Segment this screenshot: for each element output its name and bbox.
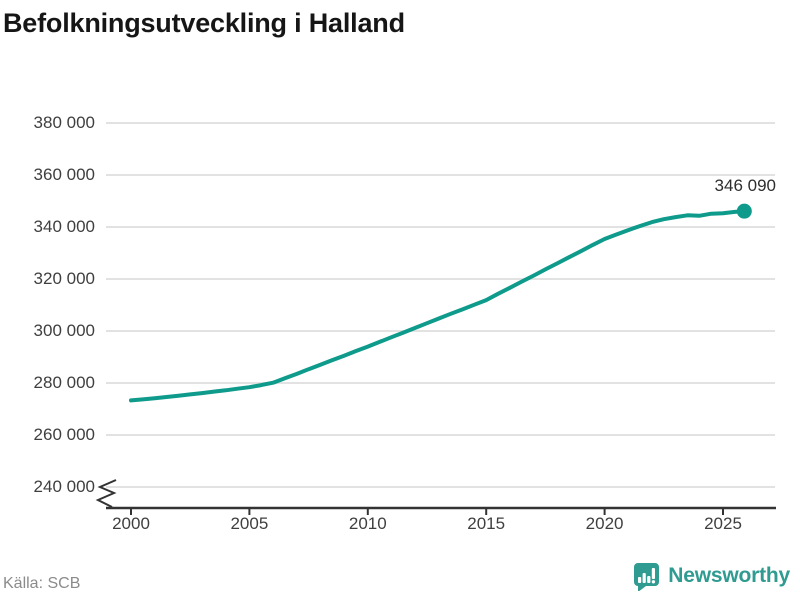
y-tick-label: 380 000	[33, 113, 95, 132]
y-tick-label: 320 000	[33, 269, 95, 288]
y-tick-label: 280 000	[33, 373, 95, 392]
y-tick-label: 300 000	[33, 321, 95, 340]
y-tick-label: 260 000	[33, 425, 95, 444]
bar-chart-glyph	[638, 568, 656, 584]
y-tick-label: 240 000	[33, 477, 95, 496]
newsworthy-logo: Newsworthy	[631, 561, 790, 591]
x-tick-label: 2015	[467, 514, 506, 533]
end-point-marker	[736, 203, 752, 219]
newsworthy-icon	[634, 563, 660, 591]
x-tick-label: 2020	[585, 514, 624, 533]
x-tick-label: 2025	[704, 514, 742, 533]
chart-title: Befolkningsutveckling i Halland	[3, 8, 405, 38]
newsworthy-wordmark: Newsworthy	[668, 564, 790, 587]
population-line	[129, 209, 747, 403]
source-note: Källa: SCB	[3, 575, 81, 592]
x-tick-label: 2010	[348, 514, 387, 533]
x-tick-label: 2005	[230, 514, 269, 533]
y-tick-label: 360 000	[33, 165, 95, 184]
speech-bubble-shape	[634, 563, 660, 591]
axis-break-icon	[95, 479, 117, 508]
end-value-label: 346 090	[714, 176, 776, 195]
y-tick-label: 340 000	[33, 217, 95, 236]
x-tick-label: 2000	[112, 514, 150, 533]
